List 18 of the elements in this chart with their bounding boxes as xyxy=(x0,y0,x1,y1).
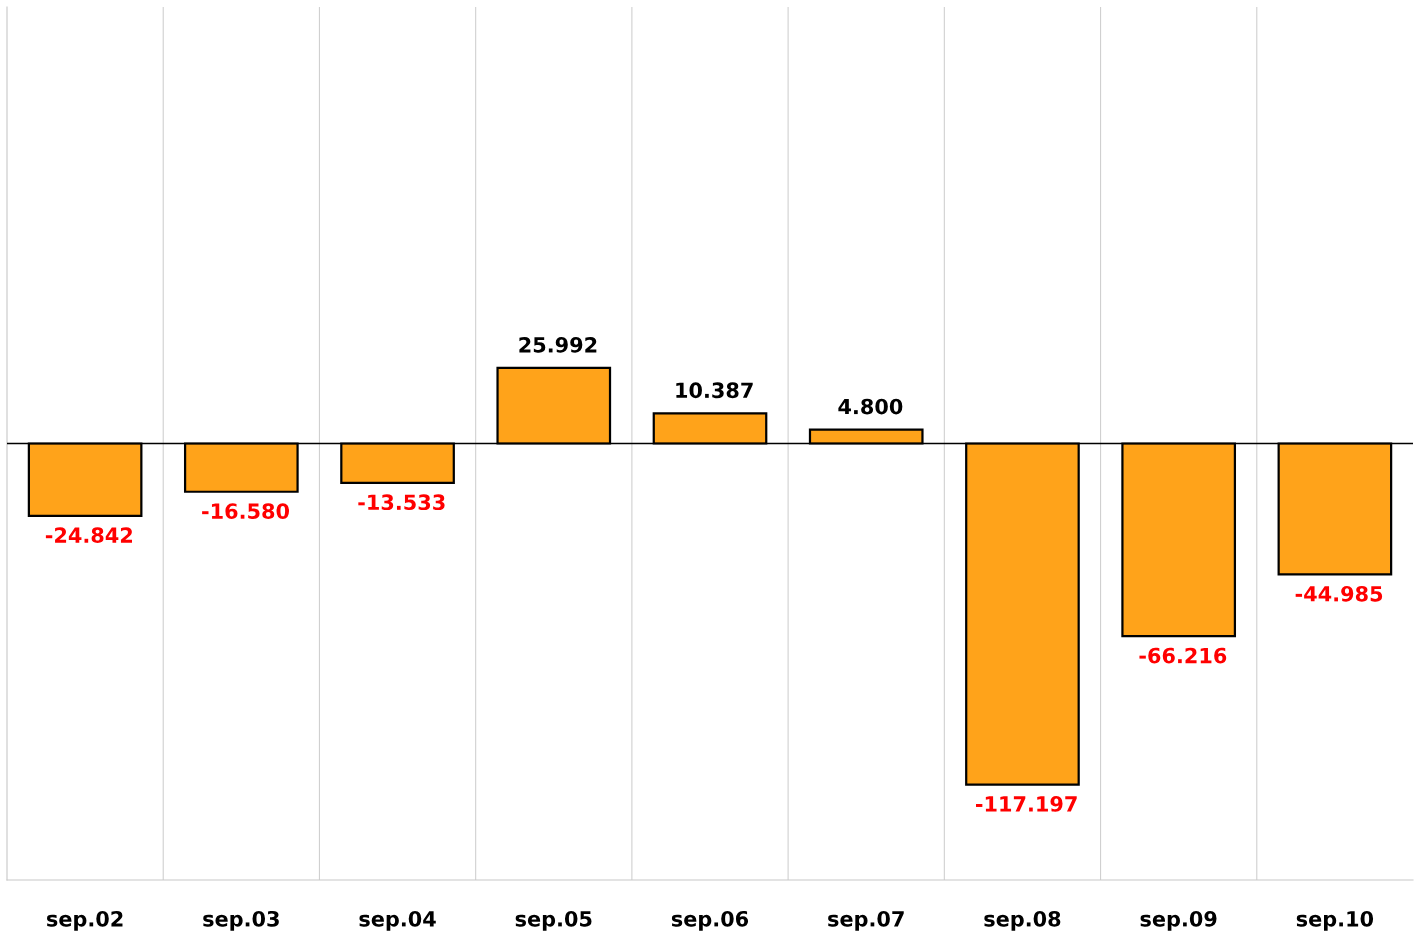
x-tick-label: sep.05 xyxy=(515,910,592,931)
x-tick-label: sep.04 xyxy=(359,910,436,931)
data-label: -16.580 xyxy=(202,503,290,519)
x-tick-label: sep.03 xyxy=(203,910,279,931)
data-label: -66.216 xyxy=(1139,647,1227,664)
data-label: 4.800 xyxy=(838,398,903,415)
x-tick-label: sep.08 xyxy=(984,910,1061,931)
x-tick-label: sep.10 xyxy=(1296,910,1374,931)
data-label: 25.992 xyxy=(519,336,597,353)
data-label: -13.533 xyxy=(358,494,445,511)
data-label: -44.985 xyxy=(1295,585,1383,602)
data-label: 10.387 xyxy=(676,382,753,399)
x-tick-label: sep.02 xyxy=(47,910,123,931)
x-tick-label: sep.07 xyxy=(828,910,904,931)
x-tick-label: sep.06 xyxy=(671,910,749,931)
data-label: -117.197 xyxy=(975,796,1077,812)
x-tick-label: sep.09 xyxy=(1140,910,1217,931)
data-label: -24.842 xyxy=(45,527,132,544)
